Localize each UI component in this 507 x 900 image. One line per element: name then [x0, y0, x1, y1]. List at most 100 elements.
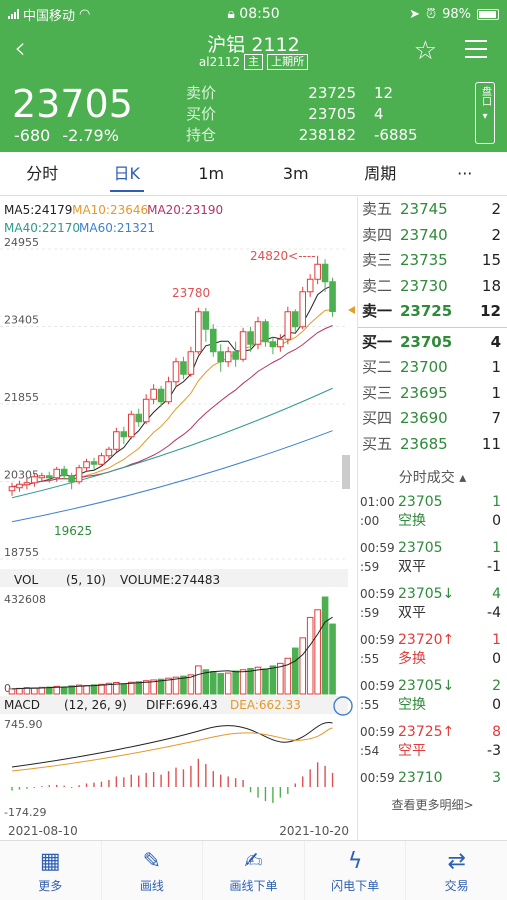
quote-value-2: 4 [374, 105, 384, 123]
quote-value: 23705 [308, 105, 356, 123]
book-level[interactable]: 卖二 23730 18 [358, 274, 507, 300]
nav-label: 画线 [139, 879, 164, 893]
volume-bar [321, 596, 329, 695]
trade-item: 01:00 23705 1:00 空换 0 [358, 493, 507, 531]
tab-4[interactable]: 周期 [364, 163, 397, 183]
ask-levels: 卖五 23745 2 卖四 23740 2 卖三 23735 15 卖二 23730 18 卖一 2372… [358, 197, 507, 325]
volume-bar [45, 686, 53, 695]
level-name: 买三 [362, 383, 393, 402]
volume-bar [239, 669, 247, 695]
trade-item: 00:59 23710 3 [358, 769, 507, 788]
menu-icon[interactable] [465, 40, 487, 64]
level-name: 卖三 [362, 251, 393, 269]
order-book: 卖五 23745 2 卖四 23740 2 卖三 23735 15 卖二 23730 18 卖一 2372… [357, 197, 507, 840]
contract-code: al2112 [198, 55, 241, 69]
trade-price: 23705 [398, 540, 443, 556]
candle-body [284, 311, 292, 340]
tick-trades-title[interactable]: 分时成交 ▴ [398, 470, 467, 486]
nav-grid[interactable]: ▦ 更多 [0, 841, 102, 900]
order-book-toggle[interactable]: 盘口 ▾ [475, 82, 495, 144]
tab-2[interactable]: 1m [198, 163, 225, 183]
volume-bar [224, 672, 232, 695]
ma-legend: MA60:21321 [79, 221, 155, 235]
exchange-tag: 上期所 [267, 54, 309, 70]
level-price: 23745 [400, 200, 448, 218]
candle-body [113, 431, 120, 450]
vol-params: (5, 10) [66, 573, 106, 587]
bid-levels: 买一 23705 4 买二 23700 1 买三 23695 1 买四 23690 7 买五 23685 1… [358, 330, 507, 458]
book-level[interactable]: 卖四 23740 2 [358, 223, 507, 249]
nav-trade[interactable]: ⇄ 交易 [406, 841, 507, 900]
more-details-link[interactable]: 查看更多明细> [391, 798, 474, 812]
book-level[interactable]: 买三 23695 1 [358, 381, 507, 407]
open-interest-change: 0 [492, 697, 501, 713]
nav-label: 交易 [444, 879, 469, 893]
open-interest-change: 0 [492, 651, 501, 667]
candle-body [150, 388, 157, 400]
level-name: 卖五 [362, 200, 393, 218]
last-price: 23705 [12, 82, 133, 126]
volume-bar [277, 662, 284, 695]
book-level[interactable]: 买五 23685 11 [358, 432, 507, 458]
level-price: 23685 [400, 434, 448, 453]
nav-pen[interactable]: ✎ 画线 [102, 841, 204, 900]
candle-body [98, 455, 105, 465]
candle-body [135, 413, 143, 423]
favorite-star-icon[interactable]: ☆ [413, 36, 437, 66]
volume-bar [209, 671, 217, 695]
tab-3[interactable]: 3m [282, 163, 309, 183]
trade-item: 00:59 23725↑ 8:54 空平 -3 [358, 723, 507, 761]
tab-5[interactable]: ··· [457, 163, 473, 183]
level-qty: 11 [481, 434, 501, 453]
peak-annotation: 23780 [172, 286, 210, 300]
book-level[interactable]: 买四 23690 7 [358, 406, 507, 432]
trade-volume: 1 [492, 494, 501, 510]
candle-body [291, 311, 299, 328]
book-level[interactable]: 卖一 23725 12 [358, 299, 507, 325]
kline-chart[interactable]: MA5:24179 MA10:23646 MA20:23190 MA40:22170 M… [0, 197, 357, 840]
candle-body [75, 467, 83, 483]
trade-volume: 4 [492, 586, 501, 602]
candle-body [105, 448, 113, 457]
volume-bar [195, 665, 202, 695]
candle-body [157, 388, 165, 403]
trade-item: 00:59 23705↓ 2:55 空换 0 [358, 677, 507, 715]
book-level[interactable]: 卖三 23735 15 [358, 248, 507, 274]
y-tick-label: 20305 [4, 469, 39, 482]
nav-flash[interactable]: ϟ 闪电下单 [305, 841, 407, 900]
trade-time: 00:59 [360, 679, 395, 693]
level-name: 卖二 [362, 276, 393, 295]
candle-body [90, 461, 98, 465]
back-icon[interactable]: ‹ [14, 31, 26, 66]
page-title: 沪铝 2112 [207, 34, 300, 56]
nav-pen-order[interactable]: ✍ 画线下单 [203, 841, 305, 900]
date-end: 2021-10-20 [279, 824, 349, 838]
status-bar: 中国移动 ◠ 🔒︎ 08:50 ➤ ⏰︎ 98% [0, 0, 507, 28]
book-level[interactable]: 买一 23705 4 [358, 330, 507, 356]
volume-bar [284, 657, 292, 695]
candle-body [60, 468, 68, 477]
level-price: 23705 [400, 332, 453, 351]
tab-0[interactable]: 分时 [26, 163, 59, 183]
volume-bar [83, 685, 90, 695]
volume-bar [202, 669, 210, 695]
trade-item: 00:59 23720↑ 1:55 多换 0 [358, 631, 507, 669]
open-interest-change: -3 [487, 743, 501, 759]
period-tabs: 分时 日K 1m 3m 周期 ··· [0, 152, 507, 196]
candle-body [247, 331, 254, 345]
carrier-label: 中国移动 [23, 8, 76, 24]
contract-info: al2112 主 上期所 [0, 54, 507, 70]
volume-bar [172, 676, 180, 695]
book-level[interactable]: 买二 23700 1 [358, 355, 507, 381]
volume-bar [127, 681, 135, 695]
tab-1[interactable]: 日K [85, 152, 170, 196]
ma-legend: MA5:24179 [4, 203, 72, 217]
vol-min-label: 0 [4, 682, 11, 695]
trade-seconds: :59 [360, 560, 380, 574]
candle-body [254, 321, 262, 345]
pen-order-icon: ✍ [244, 849, 263, 874]
trade-seconds: :54 [360, 744, 380, 758]
book-level[interactable]: 卖五 23745 2 [358, 197, 507, 223]
level-price: 23725 [400, 302, 453, 320]
level-name: 买四 [362, 409, 393, 427]
